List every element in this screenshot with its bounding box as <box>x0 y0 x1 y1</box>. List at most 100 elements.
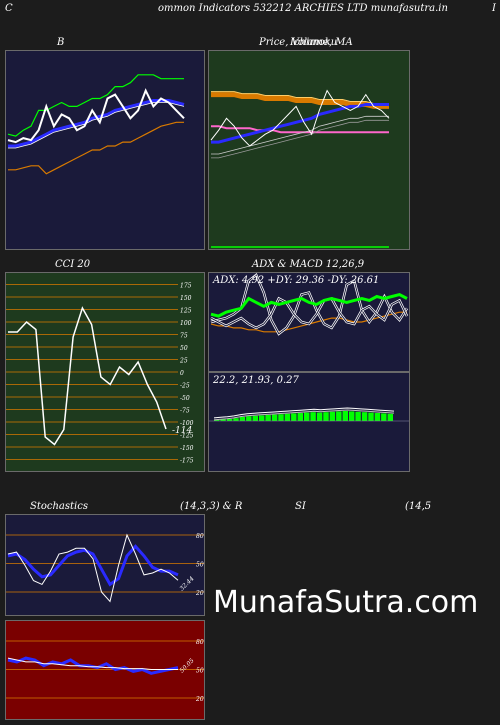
macd-histogram-bar <box>239 417 246 421</box>
cci-tick-label: -50 <box>180 395 190 402</box>
macd-readout: 22.2, 21.93, 0.27 <box>213 375 299 386</box>
macd-histogram-bar <box>374 413 381 421</box>
macd-histogram-bar <box>355 411 361 421</box>
macd-histogram-bar <box>297 413 303 421</box>
cci-tick-label: -125 <box>180 433 194 440</box>
macd-histogram-bar <box>226 419 233 421</box>
bollinger-panel <box>5 50 205 250</box>
price-grey-ma-1 <box>211 115 389 155</box>
adx-plus-di-line <box>210 274 408 335</box>
stochastics-title: Stochastics <box>30 501 88 512</box>
stochastics-k-line <box>7 533 179 603</box>
macd-histogram-bar <box>310 412 316 421</box>
cci-title: CCI 20 <box>55 259 91 270</box>
macd-histogram-bar <box>323 412 329 421</box>
price-panel <box>208 50 410 250</box>
bollinger-title: B <box>57 37 65 48</box>
rsi-line <box>7 657 178 670</box>
macd-histogram-bar <box>304 412 310 421</box>
macd-histogram-bar <box>252 415 258 421</box>
cci-tick-label: 0 <box>180 370 184 377</box>
macd-histogram-bar <box>381 413 387 421</box>
cci-tick-label: 25 <box>179 358 188 365</box>
macd-histogram-bar <box>271 414 278 421</box>
page-title: ommon Indicators 532212 ARCHIES LTD muna… <box>158 3 448 14</box>
cci-tick-label: -75 <box>180 408 190 415</box>
bollinger-chart <box>7 74 185 175</box>
macd-histogram-bar <box>329 411 336 421</box>
price-pink-ma <box>211 125 389 134</box>
stochastics-tick-label: 80 <box>196 533 204 540</box>
cci-panel: 175 150 125 100 75 50 25 0 -25 -50 -75 -100 -125 -150… <box>5 272 205 472</box>
rsi-tick-label: 80 <box>196 639 204 646</box>
adx-chart <box>210 273 409 336</box>
rsi-mfi-line <box>7 656 179 675</box>
cci-tick-label: -175 <box>180 458 194 465</box>
cci-tick-label: 50 <box>180 345 188 352</box>
macd-histogram-bar <box>361 412 368 421</box>
price-grey-ma-2 <box>211 119 389 159</box>
macd-signal-line <box>213 409 395 421</box>
macd-histogram-bar <box>342 411 348 421</box>
watermark: MunafaSutra.com <box>213 585 479 620</box>
cci-tick-label: 175 <box>180 283 192 290</box>
macd-histogram-bar <box>284 413 291 421</box>
bollinger-middle-band <box>8 99 185 148</box>
adx-readout: ADX: 4.92 +DY: 29.36 -DY: 26.61 <box>213 275 380 286</box>
macd-histogram-bar <box>246 416 252 421</box>
macd-histogram-bar <box>336 411 342 421</box>
macd-histogram-bar <box>316 412 323 421</box>
bollinger-upper-band <box>7 74 184 137</box>
cci-tick-label: -150 <box>180 445 194 452</box>
price-overlap-label: Ichimoku <box>290 37 338 48</box>
macd-panel: 22.2, 21.93, 0.27 <box>208 372 410 472</box>
stochastics-panel: 80 50 20 32.44 <box>5 514 205 616</box>
macd-histogram-bar <box>233 418 239 421</box>
bollinger-middle-outline <box>8 102 185 149</box>
rsi-params: (14,5 <box>405 501 432 512</box>
cci-last-value: -114 <box>172 426 192 436</box>
price-cloud-edge <box>211 91 389 104</box>
rsi-tick-label: 20 <box>195 696 204 703</box>
rsi-chart: 80 50 20 50.05 <box>6 639 204 703</box>
macd-histogram-bar <box>214 420 220 421</box>
adx-macd-title: ADX & MACD 12,26,9 <box>252 259 365 270</box>
stochastics-params: (14,3,3) & R <box>180 501 243 512</box>
macd-histogram-bar <box>278 414 284 421</box>
macd-histogram-bar <box>387 413 393 421</box>
price-title: Price, Volume, MA <box>259 37 353 48</box>
bollinger-lower-band <box>8 121 184 175</box>
macd-histogram-bar <box>291 413 297 421</box>
adx-panel: ADX: 4.92 +DY: 29.36 -DY: 26.61 <box>208 272 410 372</box>
macd-histogram-bar <box>349 411 355 421</box>
stochastics-tick-label: 50 <box>196 562 204 569</box>
macd-histogram-bar <box>259 415 265 421</box>
rsi-panel: 80 50 20 50.05 <box>5 620 205 720</box>
price-chart <box>210 89 390 248</box>
cci-tick-label: -100 <box>180 420 194 427</box>
stochastics-tick-label: 20 <box>195 590 204 597</box>
adx-main-line <box>210 293 408 318</box>
stochastics-d-line <box>7 544 179 587</box>
macd-line <box>213 407 395 419</box>
cci-tick-label: 150 <box>180 295 192 302</box>
cci-chart: 175 150 125 100 75 50 25 0 -25 -50 -75 -100 -125 -150… <box>6 283 194 465</box>
macd-histogram-bar <box>368 412 374 421</box>
rsi-last-value: 50.05 <box>178 657 195 674</box>
cci-tick-label: -25 <box>180 383 190 390</box>
macd-histogram-bar <box>265 415 271 421</box>
macd-chart <box>209 407 409 422</box>
rsi-title: SI <box>295 501 306 512</box>
price-blue-ma <box>211 103 389 144</box>
header-right-letter: I <box>492 3 496 14</box>
cci-tick-label: 75 <box>180 333 188 340</box>
cci-line <box>8 306 167 446</box>
rsi-tick-label: 50 <box>196 668 204 675</box>
bollinger-price-line <box>7 88 185 144</box>
cci-tick-label: 125 <box>180 308 192 315</box>
header-left-letter: C <box>5 3 13 14</box>
adx-minus-di-line <box>210 297 408 329</box>
macd-histogram-bar <box>220 419 226 421</box>
price-line <box>210 89 390 147</box>
